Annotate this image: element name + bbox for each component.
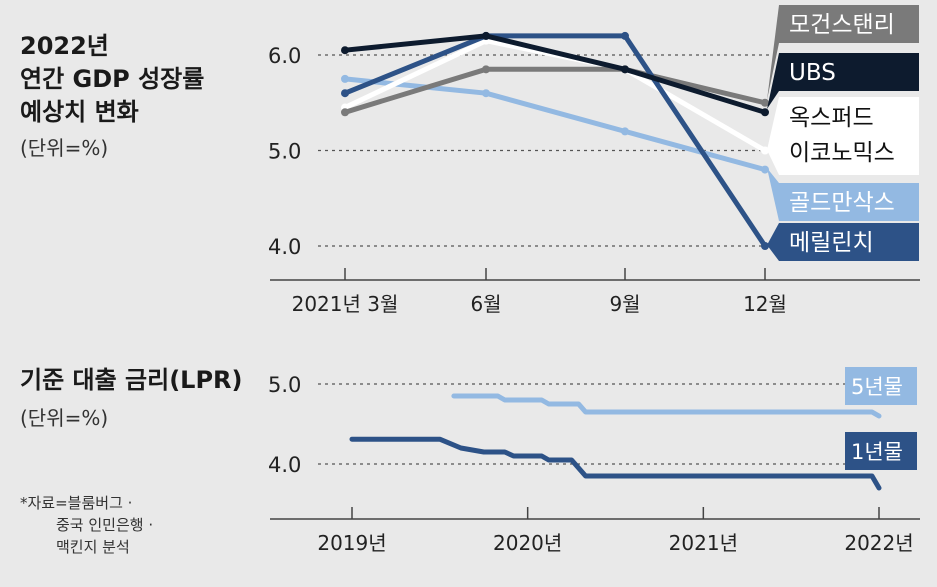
source-line-1: *자료=블룸버그 · [20, 494, 133, 512]
lpr-series-line [451, 393, 882, 419]
gdp-x-tick-label: 6월 [470, 292, 501, 316]
gdp-series-label-box [779, 97, 919, 175]
gdp-title-line-2: 연간 GDP 성장률 [20, 65, 205, 93]
gdp-series-point [761, 146, 769, 155]
gdp-series-line [342, 33, 768, 249]
gdp-series-label: 골드만삭스 [767, 168, 919, 221]
lpr-series-label: 5년물 [845, 367, 917, 405]
source-note: *자료=블룸버그 · 중국 인민은행 · 맥킨지 분석 [20, 492, 153, 558]
gdp-y-tick-label: 5.0 [268, 140, 301, 164]
gdp-series-label-text: 옥스퍼드 [789, 105, 874, 131]
gdp-series-point [482, 31, 490, 40]
gdp-y-tick-label: 4.0 [268, 235, 301, 259]
lpr-series-line [349, 436, 882, 491]
gdp-series-label-box [779, 5, 919, 43]
gdp-series-label-pointer [767, 5, 779, 100]
lpr-x-tick-label: 2022년 [844, 531, 913, 555]
lpr-y-tick-label: 4.0 [268, 453, 301, 477]
gdp-series-label-pointer [767, 97, 779, 175]
gdp-series-label-text: 골드만삭스 [789, 190, 895, 216]
gdp-series-line [342, 33, 768, 115]
gdp-series-point [341, 108, 349, 117]
gdp-series-point [621, 31, 629, 40]
gdp-x-tick-label: 2021년 3월 [292, 292, 399, 316]
source-line-3: 맥킨지 분석 [56, 538, 130, 556]
gdp-series-label-box [779, 183, 919, 221]
gdp-series-label-pointer [767, 53, 779, 109]
gdp-series-line [342, 66, 768, 115]
lpr-series-label-text: 1년물 [851, 440, 903, 464]
gdp-series-label: 모건스탠리 [767, 5, 919, 100]
gdp-series-label-pointer [767, 223, 779, 261]
gdp-series-point [621, 65, 629, 74]
gdp-series-label: UBS [767, 53, 919, 109]
gdp-series-label-text: 모건스탠리 [789, 12, 895, 38]
lpr-x-tick-label: 2021년 [669, 531, 738, 555]
gdp-x-tick-label: 12월 [743, 292, 787, 316]
gdp-series-point [482, 89, 490, 98]
lpr-series-label-box [845, 432, 917, 470]
gdp-title-line-3: 예상치 변화 [20, 98, 139, 126]
gdp-series-label-text: UBS [789, 60, 836, 86]
lpr-series-label-box [845, 367, 917, 405]
lpr-unit-label: (단위=%) [20, 406, 109, 430]
gdp-chart-title: 2022년 연간 GDP 성장률 예상치 변화 [20, 30, 204, 129]
gdp-x-tick-label: 9월 [609, 292, 640, 316]
lpr-chart-title: 기준 대출 금리(LPR) [20, 366, 243, 394]
lpr-y-tick-label: 5.0 [268, 373, 301, 397]
gdp-series-point [761, 98, 769, 107]
gdp-series-point [621, 127, 629, 136]
gdp-series-point [761, 242, 769, 250]
gdp-series-label: 메릴린치 [767, 223, 919, 261]
gdp-y-tick-label: 6.0 [268, 44, 301, 68]
gdp-series-label-box [779, 223, 919, 261]
gdp-series-point [482, 65, 490, 74]
gdp-series-label-text: 이코노믹스 [789, 140, 895, 166]
gdp-series-point [761, 108, 769, 117]
gdp-series-label-box [779, 53, 919, 91]
lpr-x-tick-label: 2019년 [317, 531, 386, 555]
lpr-x-tick-label: 2020년 [493, 531, 562, 555]
gdp-series-point [341, 74, 349, 83]
gdp-series-point [341, 89, 349, 98]
gdp-series-label-pointer [767, 168, 779, 221]
gdp-series-point [341, 46, 349, 55]
gdp-series-line [342, 76, 768, 173]
gdp-series-label-text: 메릴린치 [789, 230, 874, 256]
gdp-title-line-1: 2022년 [20, 32, 109, 60]
gdp-series-point [761, 165, 769, 174]
source-line-2: 중국 인민은행 · [56, 516, 154, 534]
gdp-unit-label: (단위=%) [20, 136, 109, 160]
lpr-series-label: 1년물 [845, 432, 917, 470]
lpr-series-label-text: 5년물 [851, 375, 903, 399]
